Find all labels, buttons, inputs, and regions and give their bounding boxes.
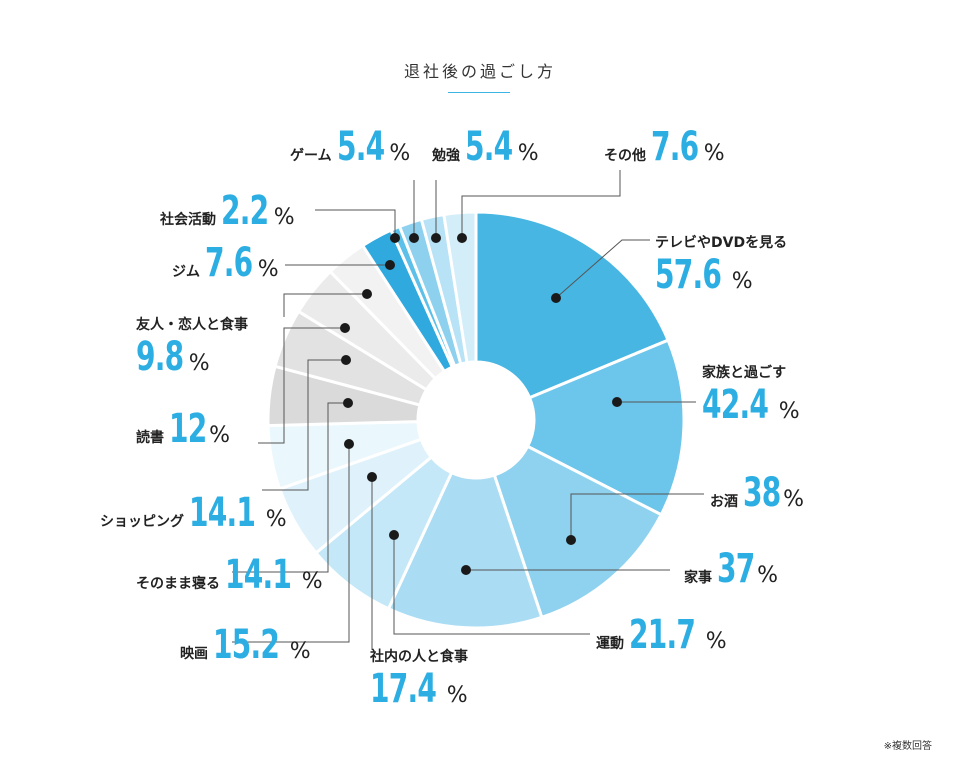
label-3: 家事 37% bbox=[684, 546, 778, 592]
label-11: ジム 7.6% bbox=[172, 240, 279, 286]
label-15: その他 7.6% bbox=[604, 124, 725, 170]
label-value-11: 7.6 bbox=[205, 240, 253, 286]
label-6: 映画 15.2% bbox=[180, 622, 311, 668]
label-value-0: 57.6 bbox=[655, 252, 722, 298]
label-value-6: 15.2 bbox=[213, 622, 280, 668]
marker-dot-11 bbox=[385, 260, 395, 270]
marker-dot-8 bbox=[341, 355, 351, 365]
marker-dot-1 bbox=[612, 397, 622, 407]
label-value-12: 2.2 bbox=[221, 188, 269, 234]
label-12: 社会活動 2.2% bbox=[160, 188, 295, 234]
label-unit-13: % bbox=[389, 141, 411, 166]
label-unit-7: % bbox=[301, 569, 323, 594]
label-unit-8: % bbox=[265, 507, 287, 532]
label-name-10: 友人・恋人と食事 bbox=[136, 317, 248, 333]
label-name-4: 運動 bbox=[596, 636, 624, 652]
label-unit-0: % bbox=[731, 269, 753, 294]
label-name-9: 読書 bbox=[136, 430, 164, 446]
label-unit-5: % bbox=[446, 683, 468, 708]
label-unit-3: % bbox=[757, 563, 778, 588]
label-name-5: 社内の人と食事 bbox=[370, 649, 468, 665]
leader-line-2 bbox=[570, 493, 704, 540]
label-unit-12: % bbox=[273, 205, 295, 230]
label-name-13: ゲーム bbox=[290, 148, 332, 164]
label-10: 友人・恋人と食事 9.8% bbox=[136, 314, 253, 380]
leader-line-15 bbox=[461, 170, 621, 238]
label-value-9: 12 bbox=[169, 406, 207, 452]
label-value-5: 17.4 bbox=[370, 666, 437, 712]
leader-line-12 bbox=[315, 209, 396, 238]
label-value-15: 7.6 bbox=[651, 124, 699, 170]
label-name-11: ジム bbox=[172, 264, 200, 280]
label-unit-14: % bbox=[517, 141, 539, 166]
label-5: 社内の人と食事 17.4% bbox=[370, 646, 473, 712]
marker-dot-5 bbox=[367, 472, 377, 482]
marker-dot-4 bbox=[389, 530, 399, 540]
label-8: ショッピング 14.1% bbox=[100, 490, 287, 536]
label-unit-9: % bbox=[209, 423, 230, 448]
label-value-7: 14.1 bbox=[225, 552, 292, 598]
chart-title: 退社後の過ごし方 bbox=[403, 62, 556, 81]
marker-dot-13 bbox=[409, 233, 419, 243]
label-name-3: 家事 bbox=[684, 570, 712, 586]
leader-line-4 bbox=[393, 535, 590, 635]
label-value-8: 14.1 bbox=[189, 490, 256, 536]
marker-dot-2 bbox=[566, 535, 576, 545]
label-unit-15: % bbox=[703, 141, 725, 166]
leader-line-6 bbox=[232, 444, 350, 643]
slice-1 bbox=[525, 338, 686, 517]
label-name-12: 社会活動 bbox=[160, 212, 216, 228]
label-value-14: 5.4 bbox=[465, 124, 513, 170]
label-value-4: 21.7 bbox=[629, 612, 696, 658]
label-13: ゲーム 5.4% bbox=[290, 124, 410, 170]
label-name-8: ショッピング bbox=[100, 514, 184, 530]
label-unit-10: % bbox=[188, 351, 210, 376]
label-0: テレビやDVDを見る 57.6% bbox=[655, 232, 792, 298]
label-7: そのまま寝る 14.1% bbox=[136, 552, 323, 598]
leader-line-9 bbox=[258, 327, 345, 444]
label-name-14: 勉強 bbox=[432, 148, 460, 164]
marker-dot-15 bbox=[457, 233, 467, 243]
slice-15 bbox=[442, 210, 478, 365]
marker-dot-9 bbox=[340, 323, 350, 333]
marker-dot-10 bbox=[362, 289, 372, 299]
marker-dot-6 bbox=[344, 439, 354, 449]
leader-line-0 bbox=[555, 239, 650, 299]
slice-2 bbox=[492, 444, 664, 620]
label-unit-4: % bbox=[705, 629, 727, 654]
title-underline bbox=[448, 92, 510, 93]
label-name-15: その他 bbox=[604, 148, 646, 164]
label-value-2: 38 bbox=[743, 470, 781, 516]
marker-dot-14 bbox=[431, 233, 441, 243]
label-9: 読書 12% bbox=[136, 406, 230, 452]
marker-dot-7 bbox=[343, 398, 353, 408]
leader-line-7 bbox=[232, 402, 348, 573]
label-4: 運動 21.7% bbox=[596, 612, 727, 658]
slice-0 bbox=[474, 210, 671, 400]
label-unit-2: % bbox=[783, 487, 804, 512]
marker-dot-3 bbox=[461, 565, 471, 575]
label-14: 勉強 5.4% bbox=[432, 124, 539, 170]
label-value-1: 42.4 bbox=[702, 382, 769, 428]
label-name-6: 映画 bbox=[180, 646, 208, 662]
label-unit-1: % bbox=[778, 399, 800, 424]
marker-dot-0 bbox=[551, 293, 561, 303]
label-name-2: お酒 bbox=[710, 494, 738, 510]
label-name-1: 家族と過ごす bbox=[702, 365, 787, 381]
slice-3 bbox=[386, 470, 544, 630]
label-name-0: テレビやDVDを見る bbox=[655, 235, 788, 251]
label-value-3: 37 bbox=[717, 546, 755, 592]
footnote: ※複数回答 bbox=[883, 741, 932, 752]
label-value-10: 9.8 bbox=[136, 334, 184, 380]
leader-line-8 bbox=[262, 359, 346, 491]
label-1: 家族と過ごす 42.4% bbox=[702, 362, 800, 428]
marker-dot-12 bbox=[390, 233, 400, 243]
label-value-13: 5.4 bbox=[336, 124, 385, 170]
label-unit-11: % bbox=[257, 257, 279, 282]
leader-line-10 bbox=[283, 293, 367, 317]
label-2: お酒 38% bbox=[710, 470, 804, 516]
label-name-7: そのまま寝る bbox=[136, 576, 220, 592]
label-unit-6: % bbox=[289, 639, 311, 664]
